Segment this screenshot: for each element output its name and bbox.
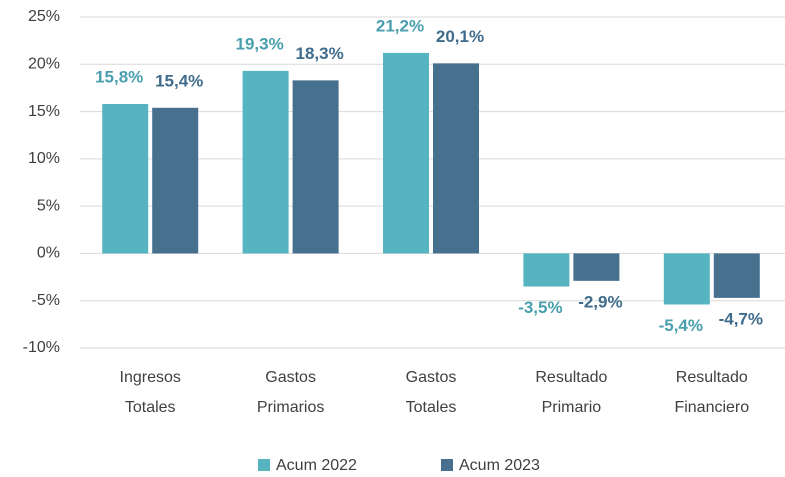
x-tick-label: Resultado Primario [535,369,607,416]
value-label: 19,3% [235,34,283,53]
legend-swatch [258,459,270,471]
legend-label: Acum 2023 [459,457,540,474]
value-label: 18,3% [295,44,343,63]
y-tick-label: -10% [23,339,60,356]
value-label: -5,4% [659,316,703,335]
y-tick-label: 5% [37,197,60,214]
value-label: 20,1% [436,27,484,46]
legend-swatch [441,459,453,471]
x-tick-label: Gastos Primarios [257,369,325,416]
bar [663,253,710,305]
bar [102,104,149,254]
y-tick-label: -5% [32,292,60,309]
bar [383,52,429,254]
value-label: 21,2% [376,16,424,35]
bar [242,70,289,254]
y-tick-label: 20% [28,56,60,73]
bar [292,80,339,254]
y-tick-label: 25% [28,8,60,25]
x-tick-label: Ingresos Totales [120,369,181,416]
bar [152,107,199,254]
value-label: 15,8% [95,67,143,86]
bar [523,253,570,287]
bar [433,63,479,254]
value-label: -2,9% [578,292,622,311]
bar [713,253,760,298]
bar [573,253,620,281]
value-label: -4,7% [719,309,763,328]
x-tick-label: Resultado Financiero [674,369,749,416]
y-tick-label: 10% [28,150,60,167]
y-tick-label: 0% [37,245,60,262]
value-label: -3,5% [518,298,562,317]
y-tick-label: 15% [28,103,60,120]
legend-label: Acum 2022 [276,457,357,474]
x-tick-label: Gastos Totales [406,369,457,416]
value-label: 15,4% [155,71,203,90]
